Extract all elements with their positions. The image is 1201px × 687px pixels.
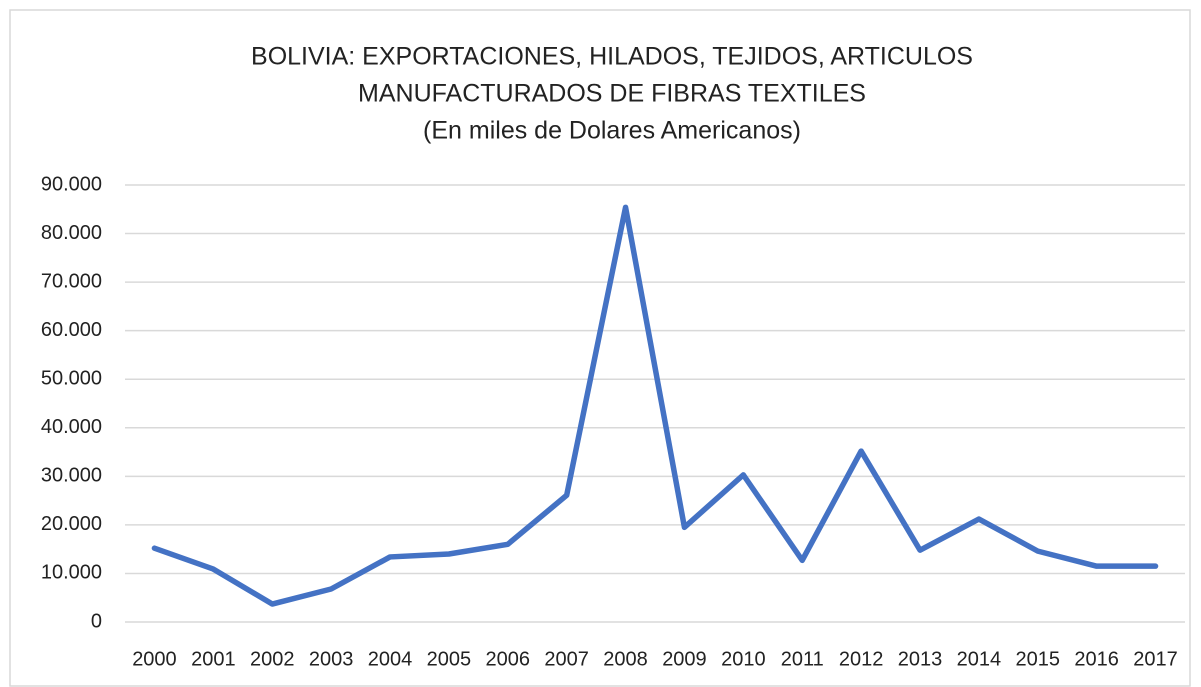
- x-tick-label: 2013: [898, 648, 943, 670]
- x-tick-label: 2002: [250, 648, 295, 670]
- y-tick-label: 50.000: [41, 368, 102, 390]
- y-tick-label: 30.000: [41, 465, 102, 487]
- x-tick-label: 2008: [603, 648, 648, 670]
- y-tick-label: 40.000: [41, 416, 102, 438]
- x-tick-label: 2003: [309, 648, 354, 670]
- x-tick-label: 2010: [721, 648, 766, 670]
- x-tick-label: 2016: [1074, 648, 1119, 670]
- x-tick-label: 2014: [957, 648, 1002, 670]
- x-tick-label: 2015: [1016, 648, 1061, 670]
- chart-border: [9, 9, 1191, 687]
- chart-title: MANUFACTURADOS DE FIBRAS TEXTILES: [358, 80, 866, 108]
- x-tick-label: 2005: [427, 648, 472, 670]
- x-tick-label: 2001: [191, 648, 236, 670]
- y-tick-label: 10.000: [41, 562, 102, 584]
- y-tick-label: 20.000: [41, 513, 102, 535]
- x-tick-label: 2012: [839, 648, 884, 670]
- y-tick-label: 90.000: [41, 173, 102, 195]
- x-tick-label: 2017: [1133, 648, 1178, 670]
- chart-title: (En miles de Dolares Americanos): [423, 117, 801, 145]
- y-tick-label: 0: [91, 610, 102, 632]
- x-tick-label: 2011: [781, 648, 824, 670]
- y-tick-label: 80.000: [41, 222, 102, 244]
- x-tick-label: 2009: [662, 648, 707, 670]
- x-tick-label: 2000: [132, 648, 177, 670]
- y-tick-label: 70.000: [41, 270, 102, 292]
- chart-title: BOLIVIA: EXPORTACIONES, HILADOS, TEJIDOS…: [251, 43, 973, 71]
- x-tick-label: 2007: [544, 648, 589, 670]
- y-tick-label: 60.000: [41, 319, 102, 341]
- line: [151, 204, 1159, 607]
- x-tick-label: 2006: [486, 648, 531, 670]
- x-tick-label: 2004: [368, 648, 413, 670]
